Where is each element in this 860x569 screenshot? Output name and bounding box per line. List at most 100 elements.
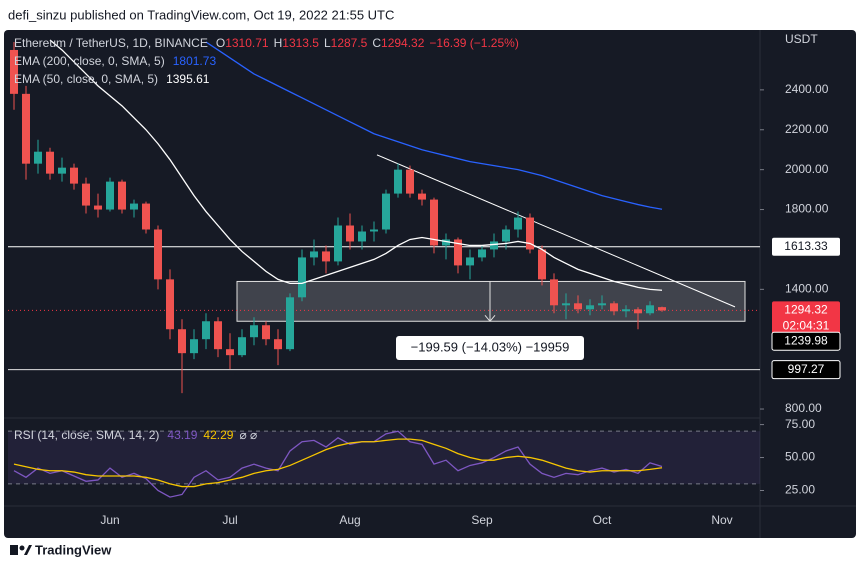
candle-body [34, 151, 42, 164]
footer-brand: TradingView [35, 542, 112, 557]
candle-body [10, 49, 18, 94]
y-tick-label: 2200.00 [785, 122, 829, 136]
price-label: 1294.32 [784, 303, 828, 317]
level-label: 997.27 [788, 362, 825, 376]
rsi-line [13, 430, 663, 498]
candle-body [526, 217, 534, 250]
candle-body [142, 203, 150, 230]
legend-flags: ⌀ ⌀ [239, 428, 257, 442]
rsi-tick-label: 50.00 [785, 450, 815, 464]
chart-frame [4, 30, 856, 538]
candle-body [238, 337, 246, 356]
legend-value: 1801.73 [173, 54, 217, 68]
candle-body [418, 193, 426, 200]
candle-body [406, 169, 414, 194]
rsi-legend: RSI (14, close, SMA, 14, 2) 43.19 42.29 ⌀ ⌀ [14, 428, 257, 442]
rsi-tick-label: 75.00 [785, 417, 815, 431]
candle-body [58, 167, 66, 174]
candle-body [94, 205, 102, 210]
ohlc-label: H [274, 36, 283, 50]
candle-body [550, 279, 558, 306]
logo-mark [19, 545, 25, 551]
ema-line [205, 41, 663, 210]
candle-body [586, 305, 594, 310]
measure-arrowhead [484, 314, 496, 323]
ohlc-label: L [324, 36, 331, 50]
candle-body [466, 257, 474, 266]
candle-body [298, 257, 306, 298]
publish-header: defi_sinzu published on TradingView.com,… [8, 7, 394, 22]
ohlc-value: 1294.32 [381, 36, 425, 50]
y-tick-label: 2000.00 [785, 162, 829, 176]
candle-body [250, 325, 258, 338]
footer-logo: TradingView [10, 542, 112, 557]
candle-body [118, 181, 126, 210]
level-label-box [771, 331, 841, 351]
candle-body [310, 251, 318, 258]
candle-body [430, 199, 438, 246]
candle-body [334, 225, 342, 262]
ohlc-value: 1310.71 [225, 36, 269, 50]
candle-body [490, 241, 498, 250]
candle-body [598, 303, 606, 306]
candle-body [262, 325, 270, 340]
candle-body [226, 349, 234, 356]
candle-body [454, 239, 462, 266]
candle-body [574, 303, 582, 310]
legend-name: RSI (14, close, SMA, 14, 2) [14, 428, 159, 442]
candle-body [394, 169, 402, 194]
y-tick-label: 2400.00 [785, 82, 829, 96]
logo-mark [10, 545, 18, 555]
countdown: 02:04:31 [783, 319, 830, 333]
candle-body [322, 251, 330, 262]
candle-body [106, 181, 114, 210]
candle-body [478, 249, 486, 258]
measure-box [236, 280, 746, 322]
candle-body [658, 307, 666, 311]
legend-entry: EMA (50, close, 0, SMA, 5) 1395.61 [14, 72, 210, 86]
legend-value: 1395.61 [166, 72, 210, 86]
candle-body [646, 305, 654, 314]
candle-body [514, 217, 522, 230]
plot: 75.00 50.00 25.00 2400.00 2200.00 2000.00 1800… [8, 39, 841, 527]
ohlc-value: 1287.5 [331, 36, 368, 50]
candle-body [202, 321, 210, 340]
legend-line: Ethereum / TetherUS, 1D, BINANCE O1310.71… [14, 36, 519, 50]
candle-body [610, 303, 618, 312]
candle-body [634, 309, 642, 314]
candle-body [130, 203, 138, 210]
legend-name: EMA (200, close, 0, SMA, 5) [14, 54, 165, 68]
x-tick-label: Sep [471, 513, 493, 527]
trendline [376, 154, 736, 308]
candle-body [442, 239, 450, 246]
level-label: 1239.98 [784, 333, 828, 347]
candle-body [154, 229, 162, 280]
price-label-box [772, 301, 840, 336]
x-tick-label: Oct [593, 513, 612, 527]
x-tick-label: Jun [100, 513, 119, 527]
legend-name: EMA (50, close, 0, SMA, 5) [14, 72, 158, 86]
candle-body [346, 225, 354, 242]
ohlc-value: 1313.5 [282, 36, 319, 50]
candle-body [286, 297, 294, 350]
level-label-box [771, 360, 841, 380]
currency: USDT [785, 32, 818, 46]
measure-label: −199.59 (−14.03%) −19959 [411, 339, 570, 354]
x-tick-label: Jul [222, 513, 237, 527]
measure-label-box [396, 336, 584, 360]
level-label: 1613.33 [784, 239, 828, 253]
y-tick-label: 1800.00 [785, 202, 829, 216]
candle-body [82, 183, 90, 206]
change: −16.39 (−1.25%) [429, 36, 518, 50]
rsi-band [8, 431, 760, 484]
candle-body [538, 249, 546, 280]
ohlc-label: O [216, 36, 225, 50]
logo-mark [24, 545, 32, 555]
candle-body [358, 231, 366, 242]
candle-body [370, 229, 378, 232]
candle-body [178, 329, 186, 354]
legend-value: 43.19 [167, 428, 197, 442]
candle-body [562, 303, 570, 306]
candle-body [382, 193, 390, 230]
